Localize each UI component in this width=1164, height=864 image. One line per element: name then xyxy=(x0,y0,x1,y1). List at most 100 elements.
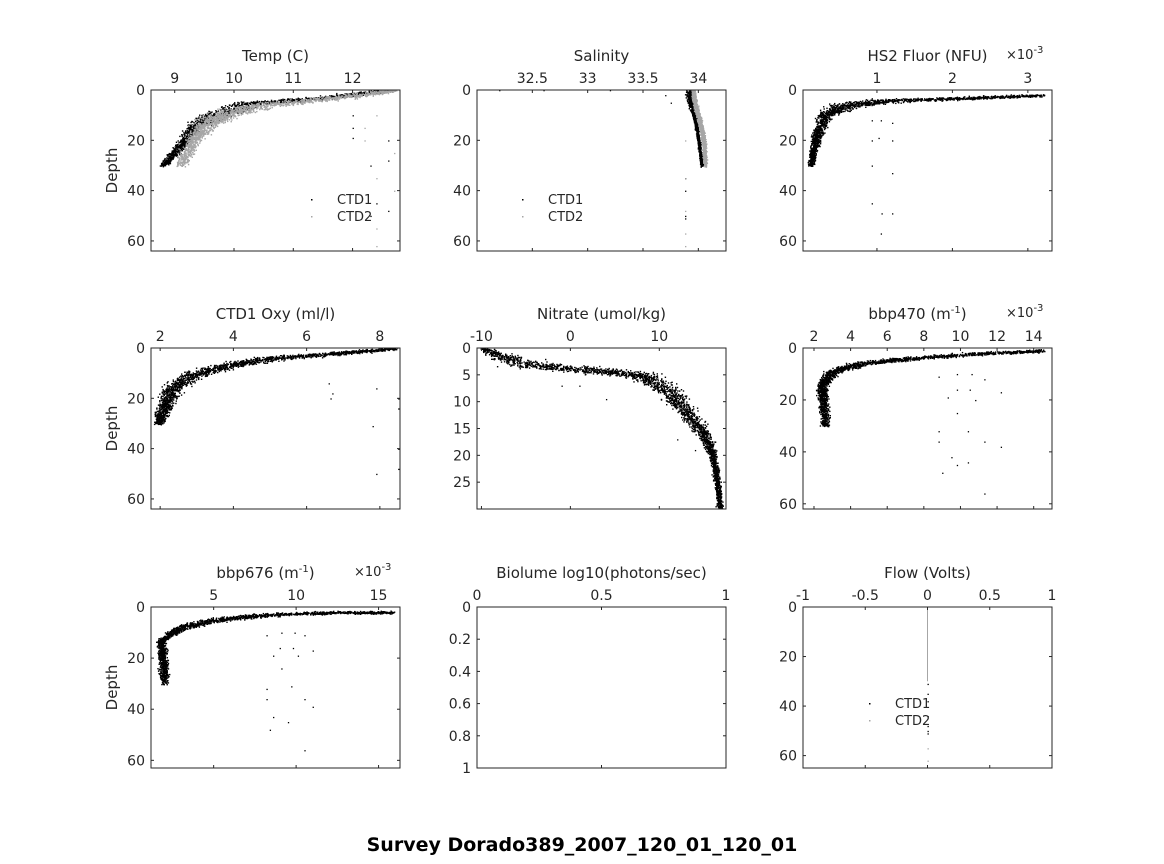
data-point xyxy=(220,111,223,114)
data-point xyxy=(700,142,702,144)
data-point xyxy=(191,156,193,158)
data-point xyxy=(205,123,207,126)
data-point xyxy=(211,130,214,132)
data-point xyxy=(238,109,241,111)
data-point xyxy=(391,90,393,92)
data-point xyxy=(694,105,696,107)
data-point xyxy=(242,112,244,114)
data-point xyxy=(254,111,257,114)
data-point xyxy=(275,104,277,106)
data-point xyxy=(196,138,198,140)
data-point xyxy=(184,137,187,139)
data-point xyxy=(216,122,219,124)
data-point xyxy=(693,93,695,95)
data-point xyxy=(224,109,226,111)
data-point xyxy=(693,119,695,121)
data-point xyxy=(362,94,364,96)
data-point xyxy=(268,104,270,106)
data-point xyxy=(204,120,206,122)
data-point xyxy=(337,100,339,102)
data-point xyxy=(357,93,360,96)
data-point xyxy=(695,92,697,94)
data-point xyxy=(199,121,201,123)
data-point xyxy=(694,97,696,100)
data-point xyxy=(697,138,700,141)
data-point xyxy=(340,97,342,99)
data-point xyxy=(344,97,346,100)
data-point xyxy=(237,105,239,108)
data-point xyxy=(287,98,290,100)
data-point xyxy=(271,107,273,109)
data-point xyxy=(692,113,694,116)
data-point xyxy=(341,95,343,97)
data-point xyxy=(368,91,371,94)
data-point xyxy=(208,113,211,115)
data-point xyxy=(695,105,697,107)
data-point xyxy=(273,102,275,104)
data-point xyxy=(234,102,236,104)
data-point xyxy=(196,131,198,133)
data-point xyxy=(299,100,301,102)
data-point xyxy=(242,106,244,108)
data-point xyxy=(194,120,197,123)
data-point xyxy=(237,111,240,113)
data-point xyxy=(699,157,701,159)
data-point xyxy=(220,110,222,112)
data-point xyxy=(175,141,178,143)
data-point xyxy=(210,123,213,125)
data-point xyxy=(188,151,190,154)
data-point xyxy=(348,96,351,98)
data-point xyxy=(200,135,202,137)
data-point xyxy=(190,132,193,135)
data-point xyxy=(240,108,242,110)
data-point xyxy=(177,150,179,152)
data-point xyxy=(198,124,201,127)
data-point xyxy=(195,149,197,151)
data-point xyxy=(168,155,170,158)
data-point xyxy=(218,115,220,117)
data-point xyxy=(299,101,302,103)
data-point xyxy=(350,96,353,98)
data-point xyxy=(193,131,195,134)
data-point xyxy=(320,100,322,102)
data-point xyxy=(310,97,312,99)
data-point xyxy=(697,128,700,130)
plot-area-temp xyxy=(159,90,400,248)
data-point xyxy=(693,113,695,116)
data-point xyxy=(190,128,193,130)
data-point xyxy=(699,119,701,121)
data-point xyxy=(322,96,324,99)
data-point xyxy=(229,108,231,110)
data-point xyxy=(693,111,696,113)
data-point xyxy=(297,103,299,106)
data-point xyxy=(184,152,186,154)
data-point xyxy=(696,106,699,109)
data-point xyxy=(705,141,707,143)
data-point xyxy=(204,122,206,124)
data-point xyxy=(692,94,695,96)
data-point xyxy=(190,134,193,136)
data-point xyxy=(256,108,258,110)
data-point xyxy=(236,110,239,113)
data-point xyxy=(665,95,667,97)
data-point xyxy=(701,129,703,131)
data-point xyxy=(267,102,270,104)
data-point xyxy=(324,96,326,98)
data-point xyxy=(234,106,236,108)
data-point xyxy=(279,105,282,107)
data-point xyxy=(229,116,232,118)
data-point xyxy=(324,98,326,100)
data-point xyxy=(252,104,254,107)
data-point xyxy=(308,98,311,100)
data-point xyxy=(696,115,699,118)
data-point xyxy=(312,101,314,104)
data-point xyxy=(173,148,176,151)
data-point xyxy=(186,144,189,146)
data-point xyxy=(292,104,294,106)
data-point xyxy=(228,112,230,114)
data-point xyxy=(376,93,379,95)
data-point xyxy=(190,149,192,152)
data-point xyxy=(697,133,699,135)
data-point xyxy=(207,133,209,135)
data-point xyxy=(238,107,240,109)
